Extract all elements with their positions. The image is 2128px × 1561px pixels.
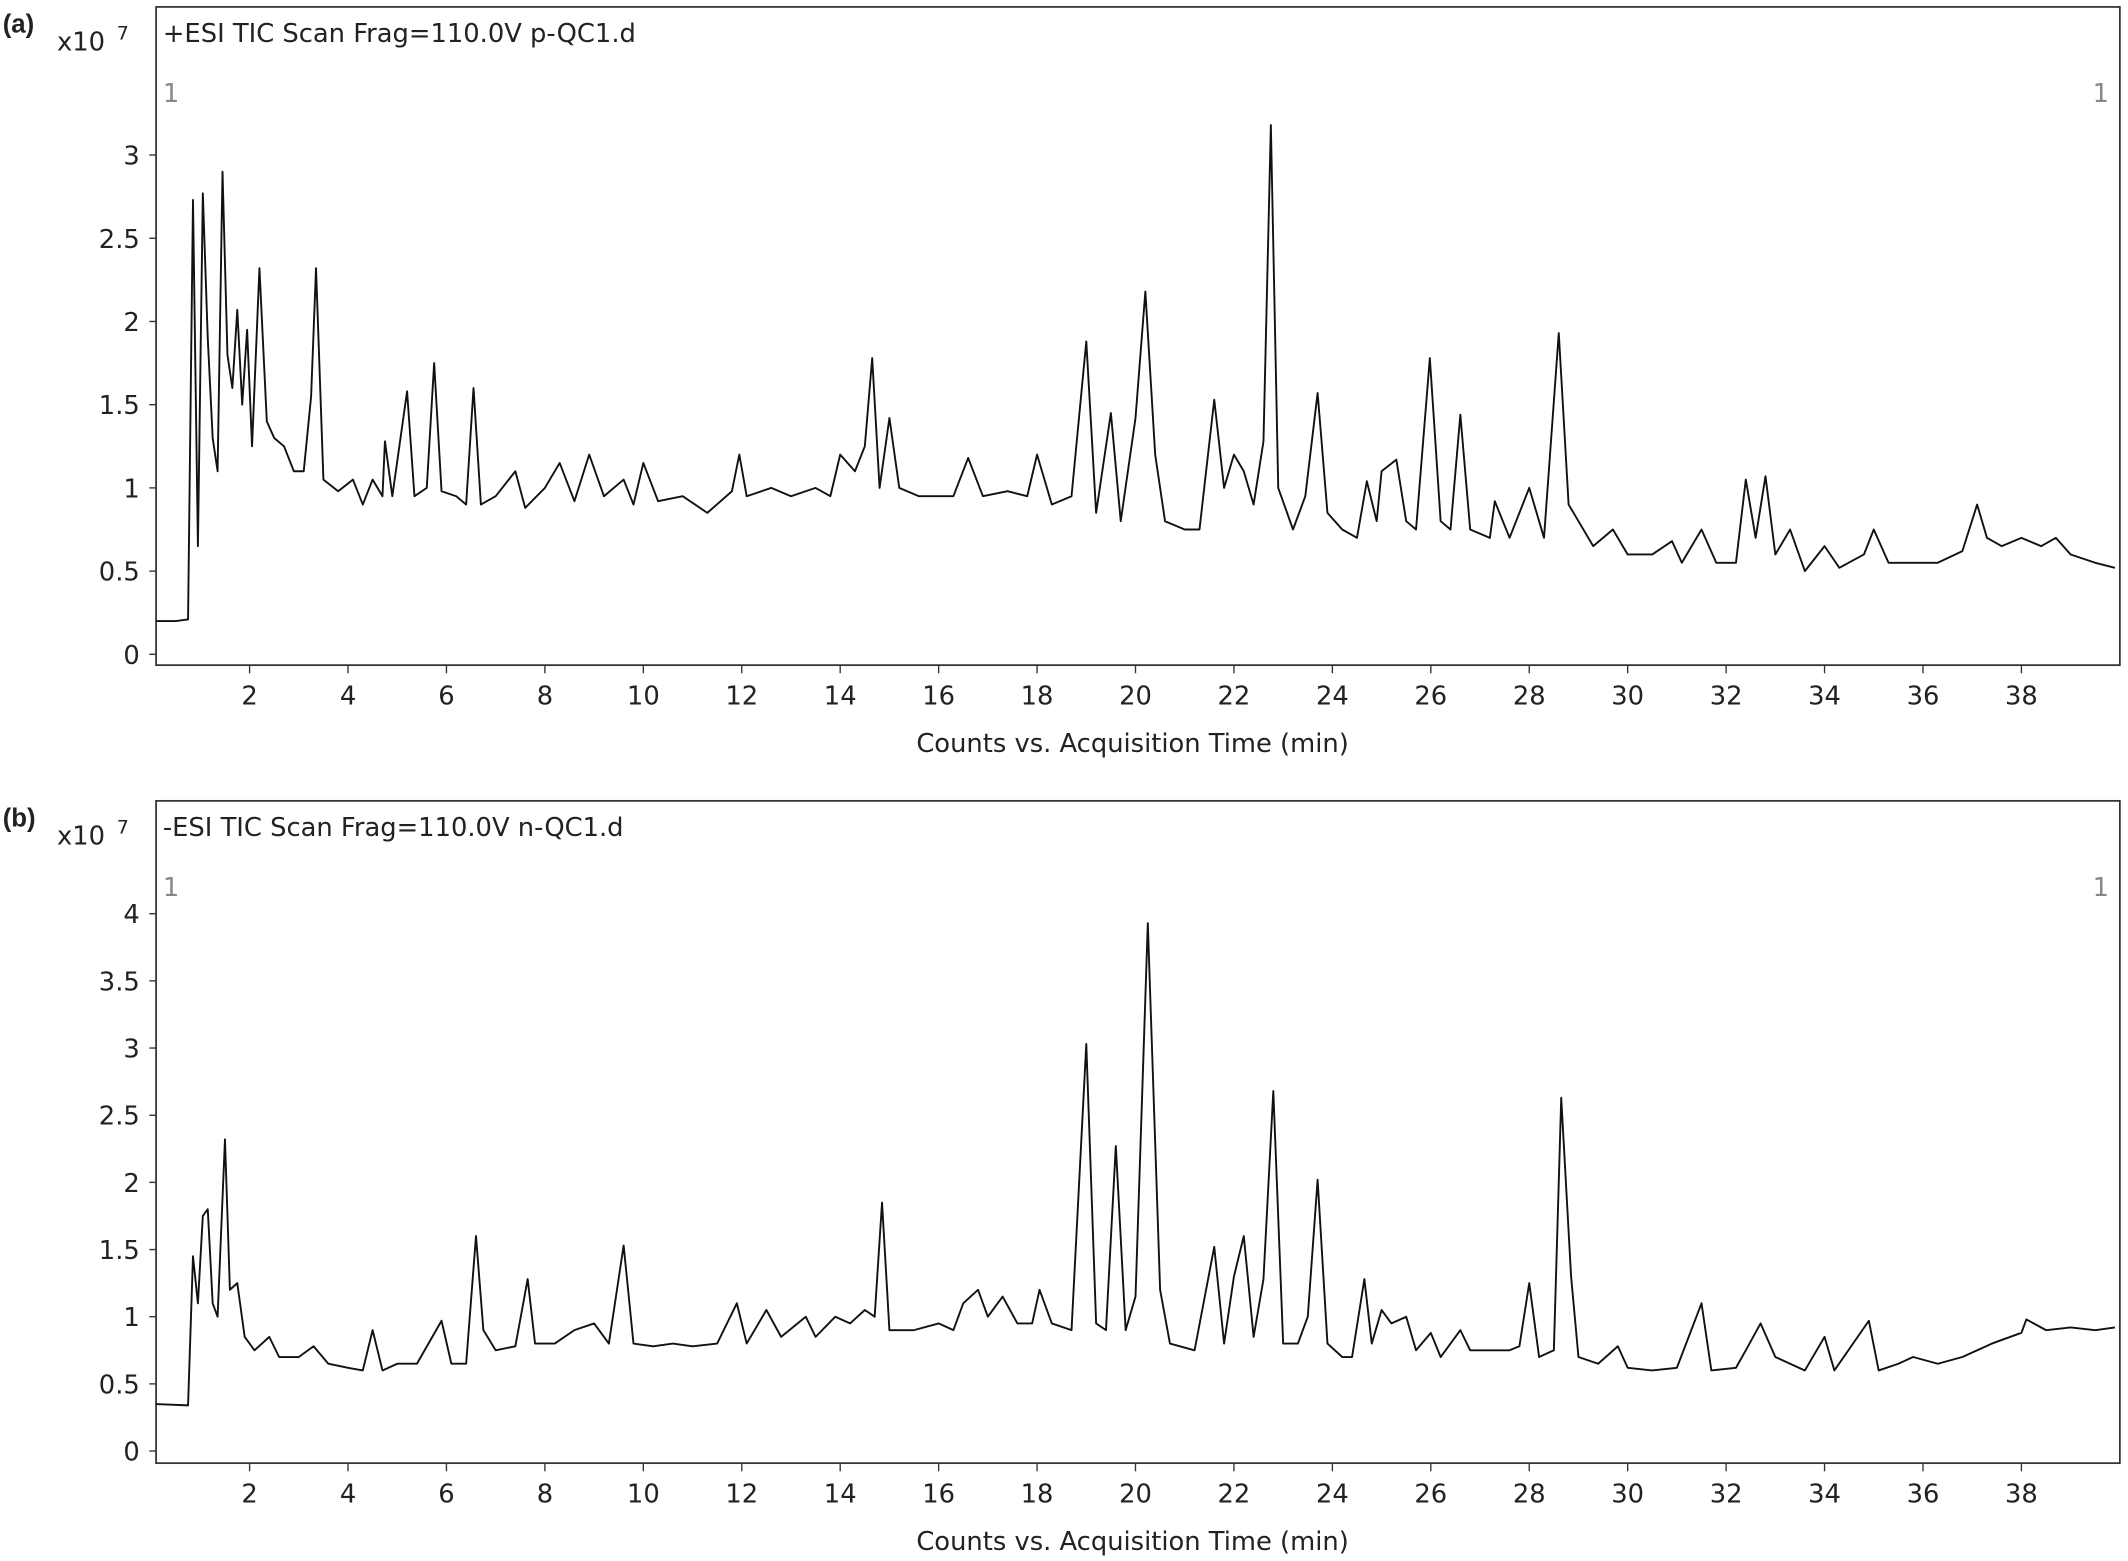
- x-tick-label: 2: [241, 1480, 257, 1510]
- y-multiplier-exponent: 7: [117, 22, 129, 44]
- x-tick-label: 26: [1414, 682, 1447, 712]
- x-tick-label: 12: [725, 1480, 758, 1510]
- y-tick-label: 0.5: [99, 1370, 140, 1400]
- y-tick-label: 3: [123, 142, 139, 172]
- x-tick-label: 14: [824, 1480, 857, 1510]
- y-tick-label: 0: [123, 641, 139, 671]
- left-marker: 1: [163, 79, 179, 109]
- x-tick-label: 20: [1119, 1480, 1152, 1510]
- x-tick-label: 8: [537, 682, 553, 712]
- x-tick-label: 38: [2005, 1480, 2038, 1510]
- right-marker: 1: [2093, 873, 2109, 903]
- x-axis-label: Counts vs. Acquisition Time (min): [916, 1527, 1348, 1557]
- x-tick-label: 34: [1808, 1480, 1841, 1510]
- y-tick-label: 1: [123, 474, 139, 504]
- y-tick-label: 2.5: [99, 1102, 140, 1132]
- y-tick-label: 1: [123, 1303, 139, 1333]
- y-tick-label: 1.5: [99, 391, 140, 421]
- panel-title: +ESI TIC Scan Frag=110.0V p-QC1.d: [163, 19, 636, 49]
- y-tick-label: 1.5: [99, 1236, 140, 1266]
- x-tick-label: 10: [627, 1480, 660, 1510]
- chromatogram-line: [156, 124, 2116, 622]
- x-tick-label: 16: [922, 682, 955, 712]
- x-tick-label: 36: [1907, 1480, 1940, 1510]
- x-tick-label: 24: [1316, 1480, 1349, 1510]
- panel-title: -ESI TIC Scan Frag=110.0V n-QC1.d: [163, 813, 624, 843]
- y-tick-label: 2: [123, 308, 139, 338]
- y-multiplier: x10: [57, 821, 105, 851]
- x-tick-label: 4: [340, 1480, 356, 1510]
- x-tick-label: 32: [1710, 1480, 1743, 1510]
- x-tick-label: 6: [438, 1480, 454, 1510]
- y-tick-label: 4: [123, 900, 139, 930]
- x-tick-label: 10: [627, 682, 660, 712]
- x-tick-label: 14: [824, 682, 857, 712]
- panel-label: (b): [3, 805, 36, 833]
- x-tick-label: 24: [1316, 682, 1349, 712]
- y-tick-label: 2.5: [99, 225, 140, 255]
- x-tick-label: 6: [438, 682, 454, 712]
- x-tick-label: 26: [1414, 1480, 1447, 1510]
- x-tick-label: 8: [537, 1480, 553, 1510]
- plot-frame: [155, 799, 2121, 1465]
- left-marker: 1: [163, 873, 179, 903]
- x-tick-label: 12: [725, 682, 758, 712]
- x-tick-label: 34: [1808, 682, 1841, 712]
- chromatogram-line: [156, 922, 2116, 1407]
- y-multiplier: x10: [57, 27, 105, 57]
- y-tick-label: 0: [123, 1438, 139, 1468]
- y-tick-label: 3.5: [99, 967, 140, 997]
- x-tick-label: 22: [1218, 682, 1251, 712]
- panel-label: (a): [3, 11, 35, 39]
- x-tick-label: 2: [241, 682, 257, 712]
- x-tick-label: 28: [1513, 682, 1546, 712]
- x-axis-label: Counts vs. Acquisition Time (min): [916, 729, 1348, 759]
- x-tick-label: 16: [922, 1480, 955, 1510]
- x-tick-label: 18: [1021, 1480, 1054, 1510]
- x-tick-label: 38: [2005, 682, 2038, 712]
- y-tick-label: 2: [123, 1169, 139, 1199]
- x-tick-label: 18: [1021, 682, 1054, 712]
- x-tick-label: 36: [1907, 682, 1940, 712]
- x-tick-label: 32: [1710, 682, 1743, 712]
- x-tick-label: 30: [1611, 682, 1644, 712]
- x-tick-label: 22: [1218, 1480, 1251, 1510]
- x-tick-label: 4: [340, 682, 356, 712]
- y-tick-label: 3: [123, 1035, 139, 1065]
- x-tick-label: 20: [1119, 682, 1152, 712]
- right-marker: 1: [2093, 79, 2109, 109]
- y-multiplier-exponent: 7: [117, 816, 129, 838]
- x-tick-label: 30: [1611, 1480, 1644, 1510]
- y-tick-label: 0.5: [99, 558, 140, 588]
- x-tick-label: 28: [1513, 1480, 1546, 1510]
- plot-frame: [155, 6, 2121, 667]
